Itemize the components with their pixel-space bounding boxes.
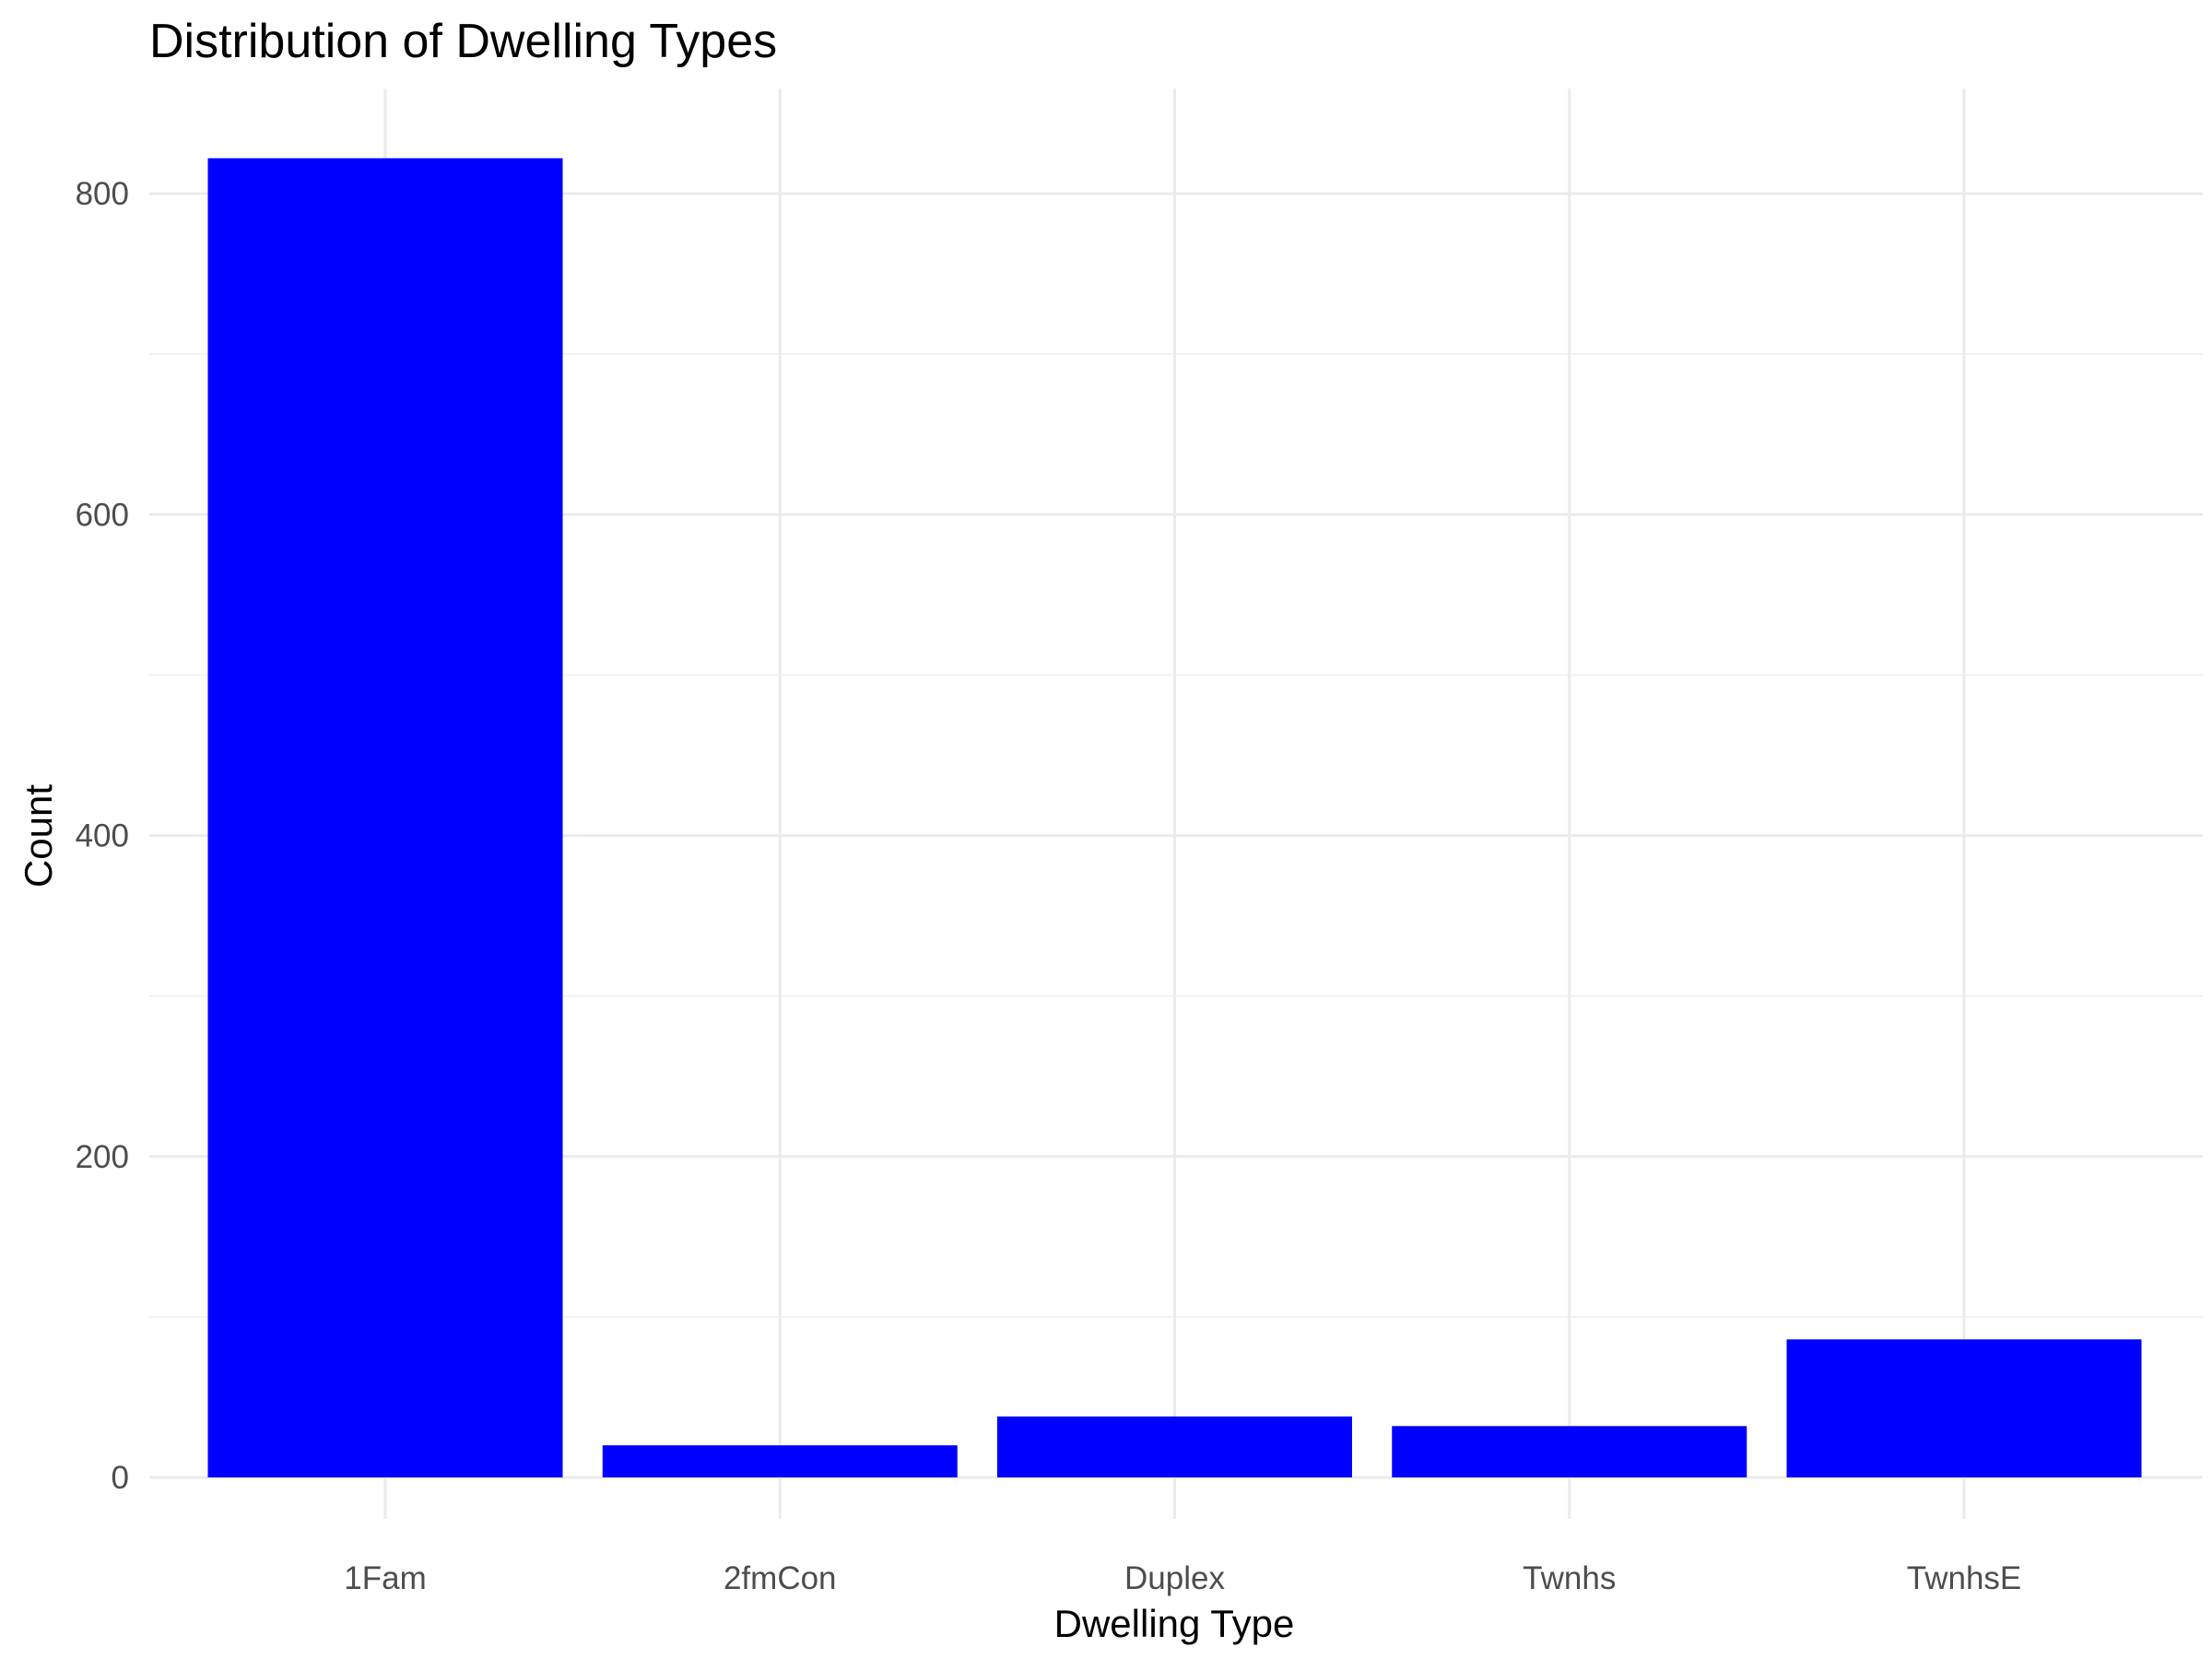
x-axis-title: Dwelling Type xyxy=(1054,1602,1295,1645)
x-tick-label: TwnhsE xyxy=(1907,1560,2022,1596)
bar-duplex xyxy=(997,1416,1352,1477)
y-tick-label: 600 xyxy=(76,497,129,533)
x-tick-label: Twnhs xyxy=(1523,1560,1616,1596)
x-axis-tick-labels: 1Fam 2fmCon Duplex Twnhs TwnhsE xyxy=(344,1560,2021,1596)
x-tick-label: 2fmCon xyxy=(724,1560,837,1596)
bar-1fam xyxy=(207,158,563,1477)
x-tick-label: 1Fam xyxy=(344,1560,426,1596)
y-tick-label: 400 xyxy=(76,818,129,854)
y-tick-label: 800 xyxy=(76,176,129,212)
y-axis-tick-labels: 0 200 400 600 800 xyxy=(76,176,129,1496)
y-tick-label: 200 xyxy=(76,1139,129,1175)
bar-twnhs xyxy=(1392,1426,1747,1477)
bar-twnhse xyxy=(1786,1339,2142,1477)
chart-title: Distribution of Dwelling Types xyxy=(149,15,777,68)
bars xyxy=(207,158,2142,1477)
y-axis-title: Count xyxy=(17,784,60,888)
y-tick-label: 0 xyxy=(112,1460,129,1496)
x-tick-label: Duplex xyxy=(1124,1560,1225,1596)
bar-2fmcon xyxy=(602,1445,958,1477)
